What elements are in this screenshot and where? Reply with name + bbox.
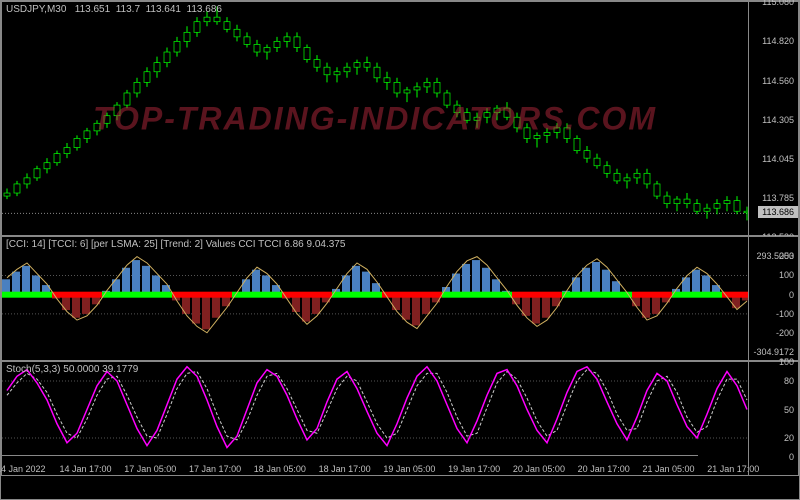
price-svg [2,2,752,237]
cci-label: [CCI: 14] [TCCI: 6] [per LSMA: 25] [Tren… [6,239,345,250]
symbol-text: USDJPY,M30 [6,4,66,15]
stoch-chart-area[interactable]: Stoch(5,3,3) 50.0000 39.1779 14 Jan 2022… [2,362,748,475]
stoch-panel[interactable]: Stoch(5,3,3) 50.0000 39.1779 14 Jan 2022… [1,361,799,476]
ohlc-l: 113.641 [146,4,181,15]
stoch-label: Stoch(5,3,3) 50.0000 39.1779 [6,364,138,375]
stoch-y-axis: 1008050200 [748,362,798,475]
cci-chart-area[interactable]: [CCI: 14] [TCCI: 6] [per LSMA: 25] [Tren… [2,237,748,360]
price-y-axis: 113.686 115.080114.820114.560114.305114.… [748,2,798,235]
symbol-label: USDJPY,M30 113.651 113.7 113.641 113.686 [6,4,222,15]
ohlc-o: 113.651 [75,4,110,15]
price-panel[interactable]: USDJPY,M30 113.651 113.7 113.641 113.686… [1,1,799,236]
stoch-svg [2,362,752,457]
time-axis: 14 Jan 202214 Jan 17:0017 Jan 05:0017 Ja… [2,455,698,475]
price-chart-area[interactable]: USDJPY,M30 113.651 113.7 113.641 113.686… [2,2,748,235]
trading-chart: USDJPY,M30 113.651 113.7 113.641 113.686… [0,0,800,500]
current-price-label: 113.686 [758,206,798,218]
cci-svg [2,237,752,362]
ohlc-c: 113.686 [187,4,222,15]
cci-y-axis: 2001000-100-200-350293.5053-304.9172 [748,237,798,360]
ohlc-h: 113.7 [116,4,140,15]
cci-panel[interactable]: [CCI: 14] [TCCI: 6] [per LSMA: 25] [Tren… [1,236,799,361]
